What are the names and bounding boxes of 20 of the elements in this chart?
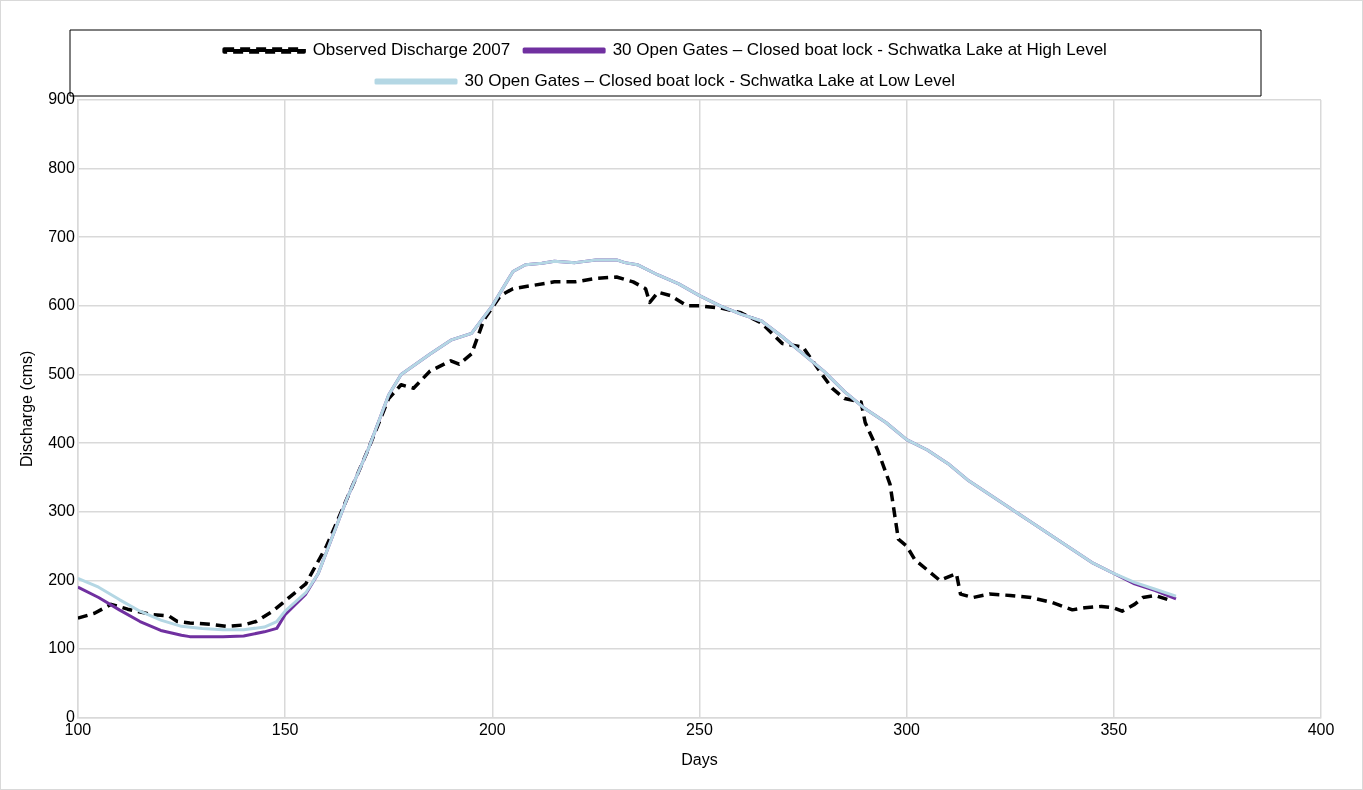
y-tick-label: 400 <box>48 433 75 451</box>
x-tick-label: 400 <box>1307 720 1335 738</box>
y-tick-label: 500 <box>48 364 75 382</box>
legend-label: 30 Open Gates – Closed boat lock - Schwatka Lake at High Level <box>612 40 1107 60</box>
y-tick-label: 700 <box>48 227 75 245</box>
legend-label: Observed Discharge 2007 <box>312 40 511 60</box>
x-tick-label: 250 <box>686 720 713 738</box>
x-tick-label: 300 <box>893 720 921 738</box>
y-tick-label: 600 <box>48 296 75 314</box>
y-axis-title: Discharge (cms) <box>18 350 36 468</box>
x-tick-label: 150 <box>271 720 299 738</box>
x-tick-label: 200 <box>478 720 506 738</box>
x-tick-label: 350 <box>1100 720 1128 738</box>
y-tick-label: 200 <box>48 570 75 588</box>
y-tick-label: 100 <box>48 639 75 657</box>
y-tick-label: 800 <box>48 159 75 177</box>
legend-label: 30 Open Gates – Closed boat lock - Schwatka Lake at Low Level <box>464 71 955 91</box>
y-tick-label: 900 <box>48 90 75 108</box>
y-tick-label: 300 <box>48 502 75 520</box>
x-axis-title: Days <box>681 750 718 768</box>
